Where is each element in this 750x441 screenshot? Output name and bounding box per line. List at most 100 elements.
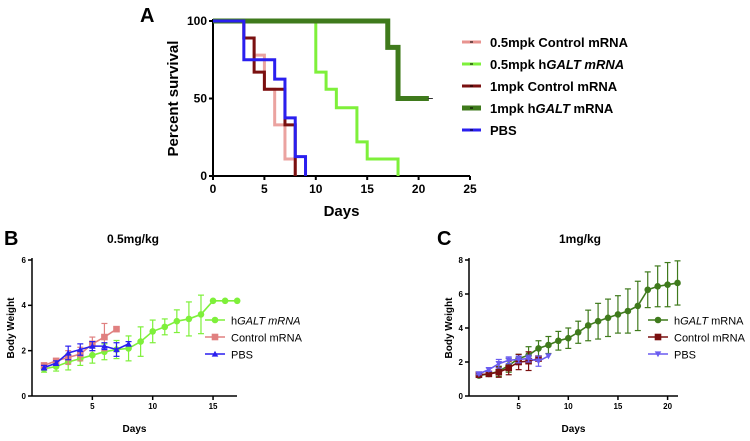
survival-curve (213, 19, 308, 176)
panel-label-a: A (140, 5, 154, 27)
x-axis-label: Days (324, 203, 360, 220)
data-point (40, 364, 48, 371)
legend-label: hGALT mRNA (674, 316, 744, 328)
data-point (535, 345, 542, 352)
x-tick-label: 5 (90, 402, 95, 411)
data-point (101, 342, 108, 349)
survival-curve (213, 19, 297, 176)
legend-label: PBS (490, 123, 517, 138)
legend-label: hGALT mRNA (231, 316, 300, 328)
data-point (594, 317, 602, 325)
data-point (52, 359, 60, 366)
legend-label: Control mRNA (231, 333, 303, 345)
data-point (515, 356, 522, 363)
data-point (89, 342, 96, 349)
x-tick-label: 10 (564, 402, 573, 411)
data-point (644, 286, 652, 294)
data-point (654, 351, 662, 358)
data-point (545, 353, 552, 360)
data-point (113, 346, 120, 353)
data-point (125, 345, 132, 352)
data-point (161, 323, 169, 331)
x-tick-label: 15 (209, 402, 218, 411)
data-point (654, 283, 661, 290)
data-point (101, 333, 108, 341)
data-point (197, 311, 205, 318)
data-point (565, 334, 572, 342)
y-axis-label: Body Weight (6, 297, 17, 359)
data-point (209, 297, 217, 305)
y-tick-label: 6 (22, 256, 27, 265)
legend-label: PBS (231, 350, 253, 362)
data-point (674, 279, 681, 287)
x-axis-label: Days (562, 424, 586, 435)
chart-title: 1mg/kg (559, 232, 601, 246)
data-point (173, 317, 181, 325)
y-tick-label: 2 (22, 346, 27, 355)
data-point (89, 351, 96, 359)
data-point (664, 281, 671, 288)
data-point (634, 302, 642, 310)
y-tick-label: 0 (22, 392, 27, 401)
data-point (545, 341, 552, 349)
chart-title: 0.5mg/kg (107, 232, 159, 246)
data-point (495, 368, 503, 376)
y-tick-label: 50 (194, 92, 208, 106)
panel-label-b: B (4, 228, 18, 250)
legend-label: 1mpk Control mRNA (490, 79, 618, 94)
y-tick-label: 6 (459, 290, 464, 299)
data-point (614, 311, 622, 318)
data-point (604, 314, 612, 322)
data-point (654, 316, 662, 324)
data-point (485, 370, 493, 378)
x-axis-label: Days (123, 424, 147, 435)
y-tick-label: 2 (459, 358, 464, 367)
legend-label: 1mpk hGALT mRNA (490, 101, 614, 116)
y-tick-label: 4 (459, 324, 464, 333)
panel-label-c: C (437, 228, 451, 250)
x-tick-label: 25 (463, 182, 477, 196)
body-weight-chart-05: 5 10 15 0 2 4 6 Days Body Weight 0.5mg/kg hGALT mR… (6, 232, 303, 435)
data-point (185, 315, 193, 323)
data-point (211, 350, 219, 357)
y-axis-label: Body Weight (444, 297, 455, 359)
data-point (555, 337, 562, 345)
data-point (221, 297, 229, 305)
data-point (495, 361, 503, 367)
data-point (535, 358, 542, 365)
data-point (525, 355, 532, 362)
x-tick-label: 10 (309, 182, 323, 196)
legend-label: 0.5mpk Control mRNA (490, 35, 629, 50)
x-tick-label: 5 (261, 182, 268, 196)
x-tick-label: 0 (210, 182, 217, 196)
x-tick-label: 20 (412, 182, 426, 196)
data-point (574, 328, 582, 336)
x-tick-label: 20 (663, 402, 672, 411)
survival-curve (213, 18, 429, 101)
survival-chart: 0 5 10 15 20 25 0 50 100 Days Percent survival 0.5m… (165, 14, 629, 220)
legend-label: Control mRNA (674, 333, 746, 345)
data-point (137, 338, 144, 345)
data-point (64, 349, 72, 356)
x-tick-label: 15 (613, 402, 622, 411)
survival-curve (213, 19, 400, 176)
data-point (233, 297, 241, 305)
data-point (654, 333, 662, 341)
data-point (584, 322, 592, 329)
data-point (113, 325, 120, 333)
series-line (43, 343, 129, 369)
y-tick-label: 8 (459, 256, 464, 265)
x-tick-label: 15 (361, 182, 375, 196)
y-axis-label: Percent survival (165, 41, 182, 157)
data-point (475, 371, 483, 378)
data-point (125, 340, 132, 347)
y-tick-label: 100 (187, 14, 207, 28)
legend-label: PBS (674, 350, 696, 362)
y-tick-label: 0 (200, 169, 207, 183)
data-point (76, 346, 84, 353)
y-tick-label: 4 (22, 301, 27, 310)
data-point (505, 364, 513, 372)
data-point (505, 357, 513, 364)
legend-label: 0.5mpk hGALT mRNA (490, 57, 624, 72)
